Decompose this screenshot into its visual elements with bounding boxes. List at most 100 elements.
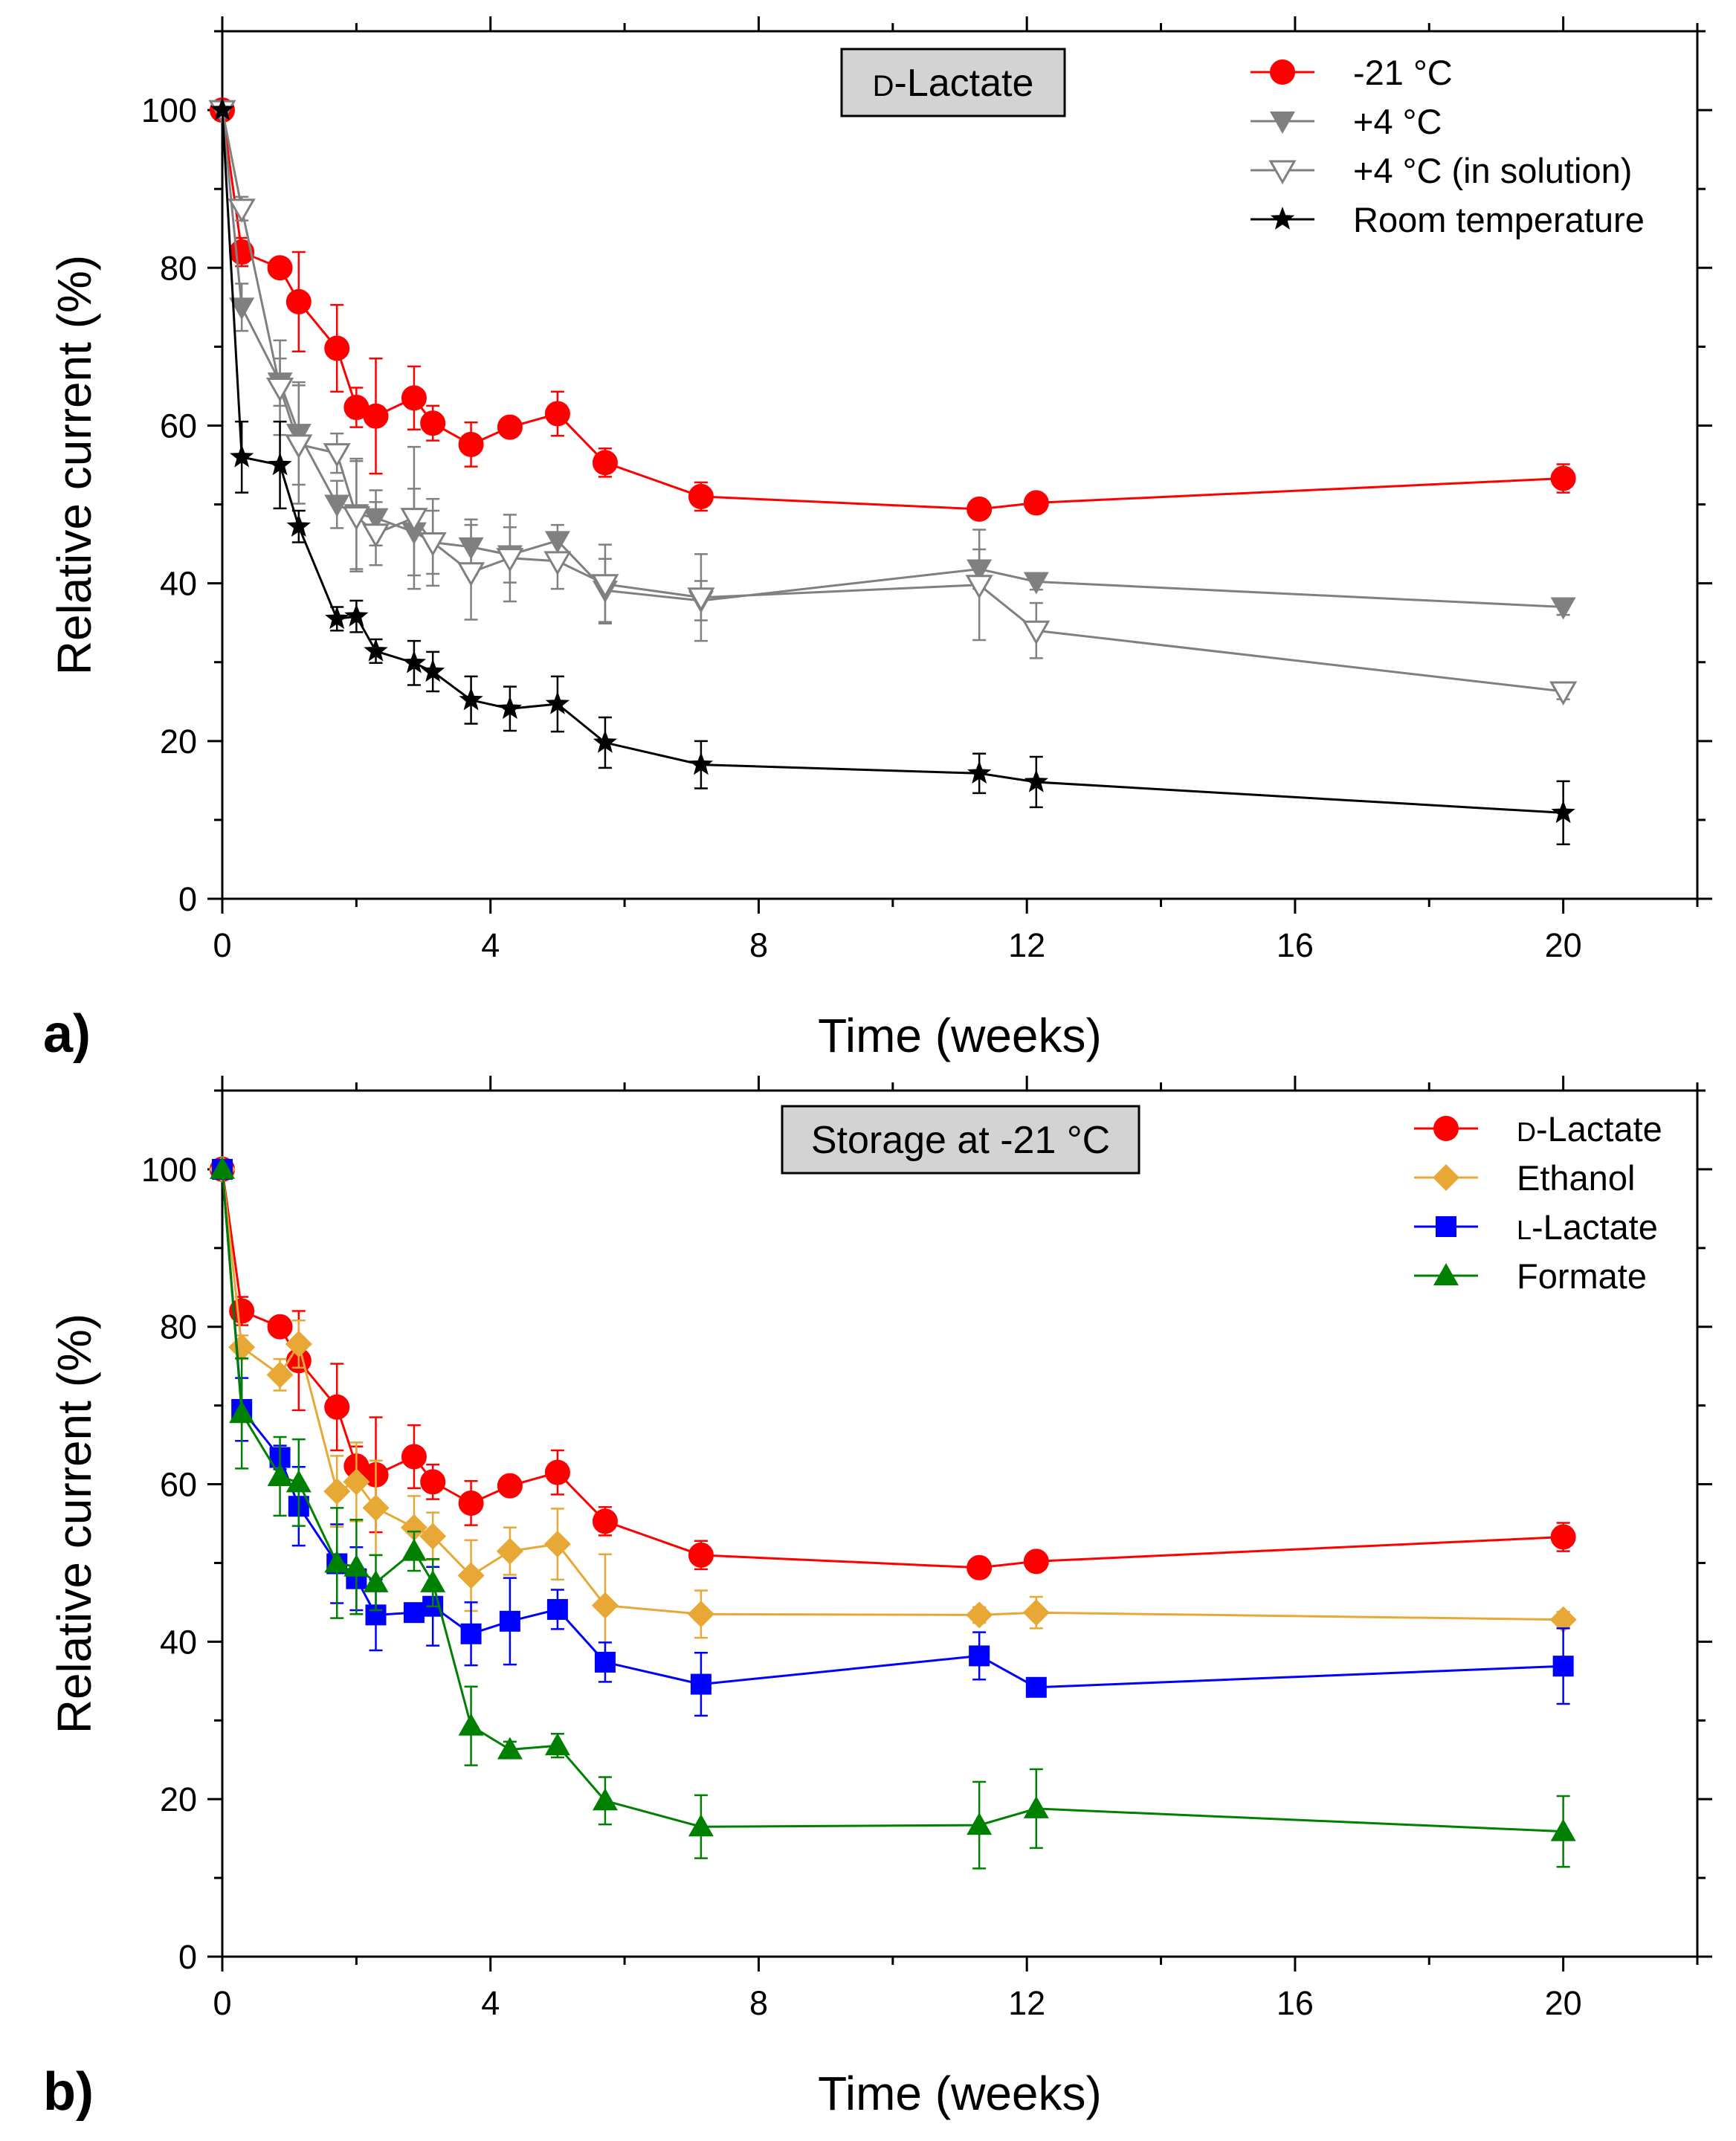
legend-label: Formate <box>1517 1256 1647 1296</box>
marker-star <box>688 752 714 775</box>
y-tick-label: 100 <box>141 1151 197 1189</box>
marker-circle <box>420 1469 446 1495</box>
marker-triangle-down-open <box>456 562 485 587</box>
marker-triangle-down-open <box>400 508 428 532</box>
x-tick-label: 12 <box>1008 1984 1045 2022</box>
marker-triangle-up <box>420 1569 446 1592</box>
marker-star <box>459 687 483 711</box>
marker-triangle-up <box>401 1538 427 1561</box>
marker-square <box>460 1623 482 1644</box>
marker-square <box>1436 1216 1456 1237</box>
series-1 <box>209 1155 1577 1658</box>
marker-triangle-down-open <box>1549 681 1578 706</box>
marker-triangle-up <box>1433 1263 1459 1285</box>
y-tick-label: 20 <box>160 1780 197 1818</box>
series-line <box>221 1169 1564 1833</box>
marker-diamond <box>1549 1606 1577 1633</box>
marker-diamond <box>966 1601 993 1629</box>
legend-rest: -Lactate <box>1532 1207 1658 1247</box>
legend-label: Room temperature <box>1353 200 1645 239</box>
panel-letter: b) <box>43 2062 94 2122</box>
marker-square <box>969 1645 990 1667</box>
marker-square <box>690 1673 711 1695</box>
marker-triangle-up <box>458 1713 484 1736</box>
marker-triangle-down-open <box>285 434 313 459</box>
y-tick-label: 60 <box>160 407 197 445</box>
marker-star <box>401 650 427 674</box>
legend-label: -21 °C <box>1353 53 1453 92</box>
marker-star <box>268 452 292 476</box>
marker-star <box>286 514 311 537</box>
marker-triangle-down-open <box>361 523 390 548</box>
chart-title: Storage at -21 °C <box>811 1119 1110 1162</box>
marker-triangle-down-open <box>687 587 715 612</box>
marker-triangle-down <box>1550 597 1576 620</box>
marker-triangle-up <box>267 1463 293 1486</box>
marker-circle <box>458 1490 484 1516</box>
legend-label: L-Lactate <box>1517 1207 1658 1247</box>
legend-rest: -Lactate <box>1536 1109 1662 1149</box>
legend-smallcaps: L <box>1517 1215 1532 1245</box>
title-smallcaps: D <box>873 70 894 103</box>
y-tick-label: 0 <box>178 1938 197 1976</box>
series-3 <box>210 97 1575 846</box>
marker-circle <box>592 450 618 476</box>
marker-circle <box>497 1473 523 1499</box>
marker-circle <box>1270 59 1295 85</box>
marker-star <box>967 761 992 784</box>
marker-diamond <box>591 1592 619 1619</box>
marker-circle <box>267 1314 293 1340</box>
legend-smallcaps: D <box>1517 1117 1536 1147</box>
panel-a: 0 4 8 12 16 20 0 20 40 60 80 100 Time (weeks) Relativ… <box>43 16 1712 1064</box>
marker-triangle-up <box>324 1550 350 1573</box>
marker-circle <box>1023 490 1049 516</box>
marker-triangle-down <box>1270 112 1295 134</box>
series-0 <box>210 97 1576 522</box>
chart-title-box <box>840 48 1066 117</box>
plot-frame <box>221 30 1699 900</box>
marker-circle <box>229 1298 255 1324</box>
marker-diamond <box>687 1601 714 1628</box>
marker-circle <box>420 410 446 436</box>
series-2 <box>208 100 1578 706</box>
marker-star <box>1551 800 1575 824</box>
marker-circle <box>544 401 570 427</box>
marker-triangle-down-open <box>543 551 572 575</box>
y-tick-label: 20 <box>160 723 197 761</box>
marker-star <box>364 638 388 662</box>
marker-triangle-up <box>343 1554 370 1577</box>
marker-circle <box>1550 465 1576 491</box>
marker-triangle-down-open <box>1268 160 1297 185</box>
marker-triangle-up <box>1550 1818 1576 1841</box>
marker-square <box>594 1651 616 1673</box>
marker-circle <box>324 1394 350 1420</box>
series-3 <box>210 1156 1576 1870</box>
marker-circle <box>1023 1549 1049 1575</box>
marker-diamond <box>266 1361 294 1389</box>
marker-circle <box>688 1542 714 1568</box>
marker-triangle-up <box>592 1788 618 1811</box>
marker-triangle-down-open <box>342 506 370 531</box>
marker-square <box>403 1602 425 1624</box>
x-tick-label: 20 <box>1545 1984 1582 2022</box>
marker-circle <box>363 403 389 429</box>
marker-circle <box>267 255 293 281</box>
marker-diamond <box>1022 1599 1050 1627</box>
marker-circle <box>497 414 523 440</box>
marker-triangle-up <box>363 1569 389 1592</box>
marker-circle <box>688 483 714 509</box>
marker-star <box>1024 769 1048 792</box>
marker-triangle-down <box>229 297 255 320</box>
marker-circle <box>967 1554 993 1580</box>
marker-circle <box>1550 1524 1576 1550</box>
marker-star <box>421 659 445 682</box>
x-tick-label: 8 <box>749 1984 768 2022</box>
marker-square <box>1025 1676 1047 1698</box>
marker-circle <box>401 1444 427 1470</box>
marker-triangle-up <box>229 1401 255 1424</box>
legend-label: +4 °C (in solution) <box>1353 151 1632 190</box>
marker-triangle-down-open <box>228 198 256 223</box>
marker-circle <box>592 1508 618 1534</box>
marker-diamond <box>496 1537 523 1565</box>
